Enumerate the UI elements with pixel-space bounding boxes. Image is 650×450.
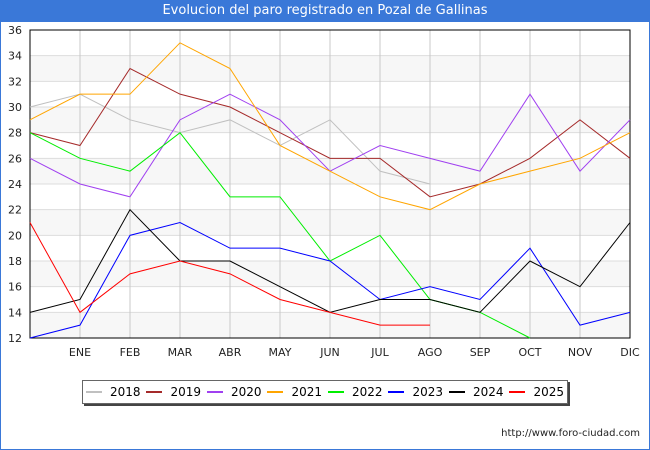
y-tick-label: 18 xyxy=(8,255,22,268)
y-tick-label: 24 xyxy=(8,178,22,191)
legend-item-2020: 2020 xyxy=(206,385,262,399)
y-tick-label: 14 xyxy=(8,306,22,319)
legend-label: 2019 xyxy=(170,385,202,399)
legend-swatch xyxy=(267,391,284,393)
source-credit: http://www.foro-ciudad.com xyxy=(501,428,640,439)
y-tick-label: 12 xyxy=(8,332,22,345)
legend-swatch xyxy=(146,391,163,393)
x-tick-label: OCT xyxy=(518,346,541,359)
y-tick-label: 32 xyxy=(8,75,22,88)
series-line-2023 xyxy=(29,221,631,339)
x-tick-label: NOV xyxy=(568,346,593,359)
x-tick-label: JUL xyxy=(370,346,389,359)
x-tick-label: DIC xyxy=(620,346,640,359)
x-tick-label: JUN xyxy=(319,346,340,359)
legend-label: 2021 xyxy=(291,385,323,399)
legend-item-2019: 2019 xyxy=(146,385,201,399)
y-tick-label: 36 xyxy=(8,24,22,37)
legend-swatch xyxy=(509,391,526,393)
chart-title: Evolucion del paro registrado en Pozal d… xyxy=(0,0,650,22)
legend-label: 2023 xyxy=(412,385,444,399)
legend-label: 2018 xyxy=(109,385,141,399)
legend-item-2025: 2025 xyxy=(509,385,564,399)
x-tick-label: AGO xyxy=(418,346,443,359)
legend-swatch xyxy=(85,391,102,393)
legend-label: 2020 xyxy=(230,385,262,399)
legend-item-2018: 2018 xyxy=(85,385,141,399)
y-tick-label: 34 xyxy=(8,50,22,63)
series-line-2019 xyxy=(29,67,631,198)
legend-label: 2025 xyxy=(533,385,565,399)
legend-swatch xyxy=(388,391,405,393)
legend-item-2021: 2021 xyxy=(267,385,322,399)
y-tick-label: 20 xyxy=(8,229,22,242)
y-tick-label: 28 xyxy=(8,127,22,140)
y-tick-label: 16 xyxy=(8,281,22,294)
legend-swatch xyxy=(206,391,223,393)
legend-item-2022: 2022 xyxy=(327,385,383,399)
legend-item-2024: 2024 xyxy=(448,385,504,399)
series-line-2021 xyxy=(29,42,631,211)
x-tick-label: MAY xyxy=(269,346,292,359)
y-tick-label: 30 xyxy=(8,101,22,114)
legend: 2018 2019 2020 2021 2022 2023 2024 2025 xyxy=(82,380,568,404)
legend-label: 2022 xyxy=(351,385,383,399)
x-tick-label: MAR xyxy=(168,346,193,359)
y-tick-label: 22 xyxy=(8,204,22,217)
x-tick-label: SEP xyxy=(470,346,491,359)
legend-label: 2024 xyxy=(472,385,504,399)
x-tick-label: ENE xyxy=(69,346,91,359)
legend-swatch xyxy=(327,391,344,393)
legend-item-2023: 2023 xyxy=(388,385,443,399)
series-line-2025 xyxy=(29,222,430,326)
legend-swatch xyxy=(448,391,465,393)
y-tick-label: 26 xyxy=(8,152,22,165)
x-tick-label: ABR xyxy=(219,346,242,359)
plot-border xyxy=(29,29,631,339)
x-tick-label: FEB xyxy=(120,346,141,359)
